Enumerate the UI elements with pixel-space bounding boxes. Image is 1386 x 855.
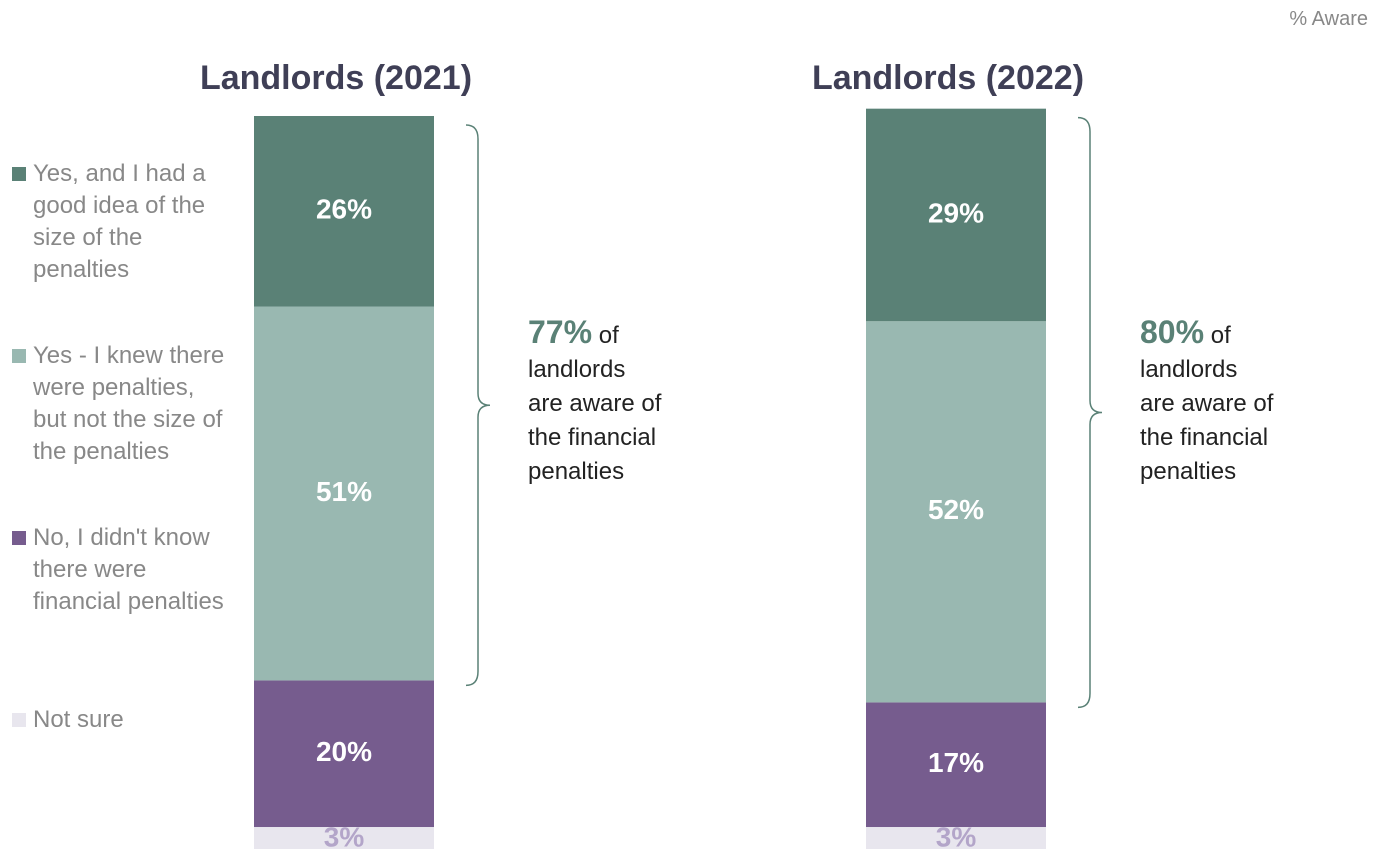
value-label: 17% [928,747,984,778]
annotation-line: landlords [528,356,626,383]
category-title: Landlords (2021) [200,59,472,97]
legend-label: Yes - I knew there were penalties, but n… [33,342,225,465]
legend-swatch [12,167,26,181]
annotation-line: penalties [528,458,625,485]
legend-swatch [12,713,26,727]
legend-label: No, I didn't know there were financial p… [33,524,224,615]
legend-item: Yes - I knew there were penalties, but n… [12,340,233,468]
annotation-highlight: 77% [528,314,593,350]
annotation-line: penalties [1140,458,1237,485]
legend-item: Yes, and I had a good idea of the size o… [12,158,233,286]
annotation-line: the financial [1140,424,1269,451]
legend-item: No, I didn't know there were financial p… [12,522,233,618]
annotation-highlight: 80% [1140,314,1205,350]
bar-segment [866,702,1046,828]
annotation: 77% of landlords are aware of the financial… [528,315,661,489]
annotation-line: the financial [528,424,657,451]
annotation-line: of [1210,322,1231,349]
value-label: 26% [316,194,372,225]
legend-label: Not sure [33,706,124,733]
legend-swatch [12,349,26,363]
brace [465,124,491,687]
legend-item: Not sure [12,704,233,736]
annotation-line: are aware of [528,390,662,417]
bar-segment [254,306,434,681]
bar-segment [254,116,434,307]
value-label: 20% [316,736,372,767]
brace [1077,116,1103,709]
annotation-line: landlords [1140,356,1238,383]
category-title: Landlords (2022) [812,59,1084,97]
legend-label: Yes, and I had a good idea of the size o… [33,160,206,283]
note: % Aware [1289,8,1368,30]
bar-segment [866,321,1046,703]
legend-swatch [12,531,26,545]
bar-segment [254,827,434,849]
annotation-line: of [598,322,619,349]
bar-segment [866,108,1046,322]
value-label: 51% [316,476,372,507]
value-label: 29% [928,197,984,228]
bar-segment [866,827,1046,849]
value-label: 52% [928,494,984,525]
annotation: 80% of landlords are aware of the financial… [1140,315,1273,489]
bar-segment [254,680,434,828]
annotation-line: are aware of [1140,390,1274,417]
